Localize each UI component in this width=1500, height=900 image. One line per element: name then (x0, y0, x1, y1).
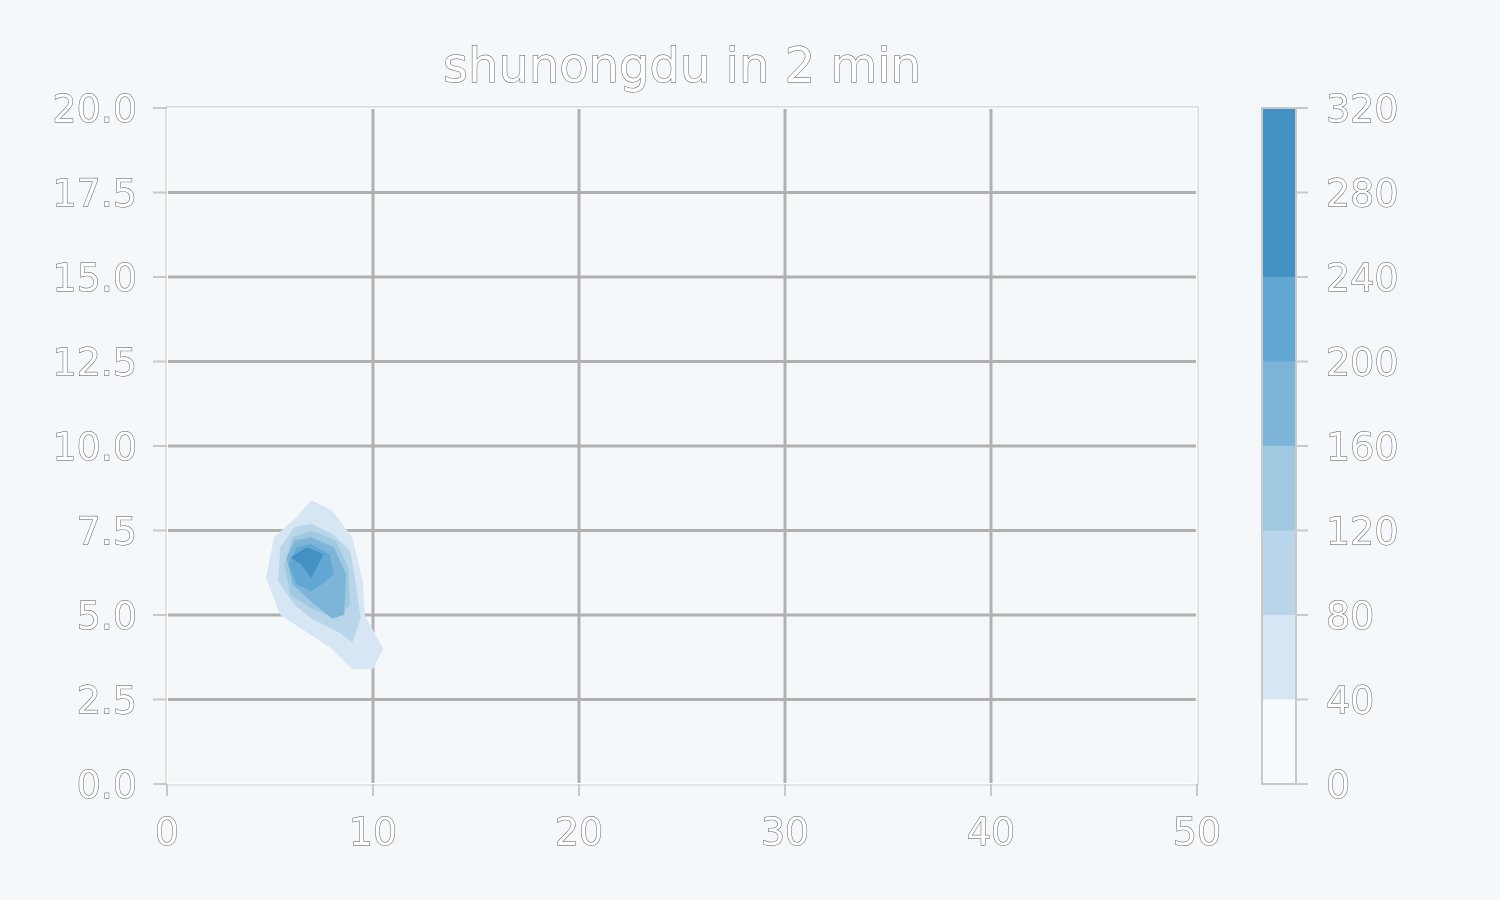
colorbar-tick-label: 200 (1326, 341, 1399, 385)
contour-level-240 (290, 547, 324, 578)
colorbar-tick-label: 280 (1326, 172, 1399, 216)
colorbar-band (1262, 361, 1296, 446)
colorbar-band (1262, 277, 1296, 362)
x-tick-label: 30 (761, 810, 809, 854)
y-tick-label: 15.0 (52, 256, 137, 300)
colorbar-tick-label: 320 (1326, 87, 1399, 131)
x-tick-label: 0 (155, 810, 179, 854)
chart-title: shunongdu in 2 min (443, 38, 921, 94)
y-tick-label: 5.0 (77, 594, 137, 638)
y-tick-label: 2.5 (77, 679, 137, 723)
x-tick-label: 10 (349, 810, 397, 854)
y-tick-label: 20.0 (52, 87, 137, 131)
y-tick-label: 0.0 (77, 763, 137, 807)
colorbar-band (1262, 530, 1296, 615)
colorbar-band (1262, 699, 1296, 784)
y-tick-label: 7.5 (77, 510, 137, 554)
y-tick-label: 17.5 (52, 172, 137, 216)
colorbar-tick-label: 240 (1326, 256, 1399, 300)
x-tick-label: 20 (555, 810, 603, 854)
colorbar-band (1262, 192, 1296, 277)
y-tick-label: 12.5 (52, 341, 137, 385)
colorbar-band (1262, 615, 1296, 700)
colorbar-tick-label: 40 (1326, 679, 1374, 723)
x-tick-label: 40 (967, 810, 1015, 854)
colorbar-tick-label: 160 (1326, 425, 1399, 469)
grid-lines (167, 108, 1197, 784)
x-tick-label: 50 (1173, 810, 1221, 854)
contour-fills (265, 500, 384, 670)
y-tick-label: 10.0 (52, 425, 137, 469)
colorbar-tick-label: 0 (1326, 763, 1350, 807)
colorbar-band (1262, 446, 1296, 531)
colorbar-tick-label: 120 (1326, 510, 1399, 554)
colorbar-tick-label: 80 (1326, 594, 1374, 638)
colorbar-band (1262, 108, 1296, 193)
x-axis-ticks: 0 10 20 30 40 50 (154, 784, 1222, 854)
y-axis-ticks: 0.0 2.5 5.0 7.5 10.0 12.5 15.0 17.5 20.0 (52, 87, 167, 807)
colorbar: 0 40 80 120 160 200 240 280 320 (1261, 87, 1399, 807)
